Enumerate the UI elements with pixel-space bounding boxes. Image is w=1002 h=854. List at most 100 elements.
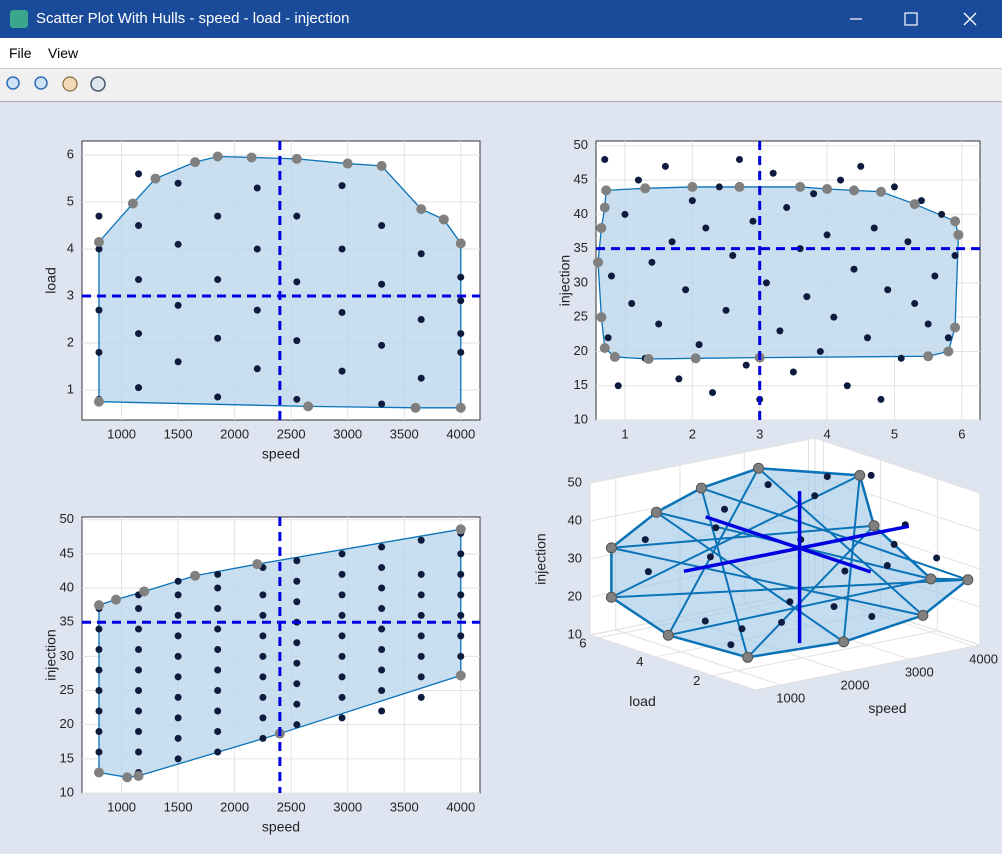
point — [823, 231, 831, 239]
point — [738, 625, 746, 633]
point — [174, 693, 182, 701]
point — [877, 395, 885, 403]
x-tick-label: 2500 — [277, 426, 306, 441]
menu-item[interactable]: File — [9, 45, 32, 61]
close[interactable] — [963, 12, 977, 26]
hull-vertex — [593, 257, 604, 268]
hull-edge — [611, 546, 924, 617]
point — [174, 673, 182, 681]
y-tick-label: 30 — [574, 274, 588, 289]
z-tick-label: 10 — [568, 626, 582, 641]
rotate[interactable] — [90, 76, 106, 92]
hull-vertex — [190, 570, 201, 581]
point — [417, 673, 425, 681]
point — [293, 557, 301, 565]
hull-vertex — [875, 186, 886, 197]
point — [378, 280, 386, 288]
y-tick-label: 50 — [574, 137, 588, 152]
zoom-out[interactable] — [34, 76, 48, 90]
point — [338, 182, 346, 190]
figure: 1000 1500 2000 2500 3000 3500 4000123456speedl… — [43, 137, 998, 835]
point — [259, 693, 267, 701]
title-bar: Scatter Plot With Hulls - speed - load -… — [0, 0, 1002, 38]
y-tick-label: 10 — [60, 784, 74, 799]
point — [378, 687, 386, 695]
hull-vertex — [303, 401, 314, 412]
hull-vertex — [962, 574, 974, 586]
maximize[interactable] — [904, 12, 918, 26]
hull-vertex — [252, 559, 263, 570]
hull-vertex — [596, 223, 607, 234]
point — [338, 367, 346, 375]
point — [293, 337, 301, 345]
point — [675, 375, 683, 383]
point — [776, 327, 784, 335]
point — [843, 382, 851, 390]
point — [95, 348, 103, 356]
point — [214, 393, 222, 401]
y-axis-label: load — [629, 693, 655, 709]
grid-line — [589, 437, 981, 494]
x-tick-label: 1500 — [164, 426, 193, 441]
point — [259, 714, 267, 722]
hull-vertex — [687, 181, 698, 192]
pan[interactable] — [62, 76, 78, 92]
hull-edge — [842, 475, 861, 642]
z-tick-label: 30 — [568, 550, 582, 565]
hull-vertex — [838, 636, 850, 648]
title-icons — [10, 10, 977, 28]
point — [135, 728, 143, 736]
point — [293, 680, 301, 688]
point — [769, 169, 777, 177]
point — [378, 564, 386, 572]
hull-vertex — [212, 151, 223, 162]
x-axis-label: speed — [262, 819, 300, 835]
menu-item[interactable]: View — [48, 45, 79, 61]
hull-vertex — [943, 346, 954, 357]
point — [214, 687, 222, 695]
x-tick-label: 3 — [756, 426, 763, 441]
hull-vertex — [734, 181, 745, 192]
point — [668, 238, 676, 246]
point — [338, 673, 346, 681]
grid-line — [712, 478, 938, 677]
y-tick-label: 35 — [574, 240, 588, 255]
point — [607, 272, 615, 280]
point — [95, 748, 103, 756]
y-tick-label: 2 — [693, 673, 700, 688]
hull-edge — [655, 511, 845, 643]
x-tick-label: 2000 — [220, 799, 249, 814]
point — [837, 176, 845, 184]
point — [259, 632, 267, 640]
y-axis-label: load — [43, 267, 59, 293]
zoom-in[interactable] — [6, 76, 20, 90]
point — [727, 641, 735, 649]
point — [259, 611, 267, 619]
point — [378, 605, 386, 613]
point — [786, 598, 794, 606]
x-tick-label: 6 — [958, 426, 965, 441]
point — [883, 562, 891, 570]
point — [338, 632, 346, 640]
point — [214, 728, 222, 736]
y-tick-label: 15 — [574, 377, 588, 392]
y-tick-label: 50 — [60, 511, 74, 526]
point — [417, 693, 425, 701]
point — [95, 728, 103, 736]
point — [749, 217, 757, 225]
point — [338, 308, 346, 316]
point — [135, 687, 143, 695]
hull-vertex — [190, 157, 201, 168]
point — [604, 334, 612, 342]
point — [174, 358, 182, 366]
point — [823, 473, 831, 481]
point — [174, 611, 182, 619]
y-tick-label: 35 — [60, 614, 74, 629]
y-tick-label: 30 — [60, 648, 74, 663]
point — [259, 734, 267, 742]
x-tick-label: 1 — [621, 426, 628, 441]
point — [338, 714, 346, 722]
point — [174, 179, 182, 187]
x-tick-label: 3500 — [390, 799, 419, 814]
hull-vertex — [599, 202, 610, 213]
